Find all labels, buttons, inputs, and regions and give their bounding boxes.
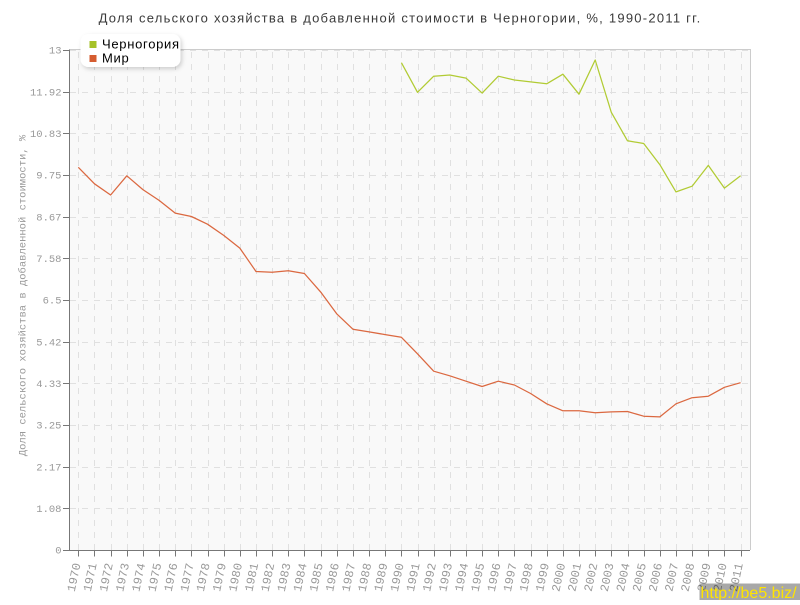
svg-text:7.58: 7.58 [36, 254, 61, 266]
svg-text:0: 0 [55, 546, 61, 558]
svg-text:http://be5.biz/: http://be5.biz/ [701, 585, 798, 600]
svg-text:2.17: 2.17 [36, 462, 61, 474]
svg-text:8.67: 8.67 [36, 212, 61, 224]
svg-text:9.75: 9.75 [36, 171, 61, 183]
svg-text:13: 13 [49, 46, 62, 58]
svg-text:Черногория: Черногория [102, 37, 180, 52]
svg-text:11.92: 11.92 [30, 87, 62, 99]
svg-text:Доля сельского хозяйства в доб: Доля сельского хозяйства в добавленной с… [17, 134, 30, 456]
svg-text:Доля сельского хозяйства в доб: Доля сельского хозяйства в добавленной с… [99, 11, 702, 26]
svg-text:3.25: 3.25 [36, 421, 61, 433]
svg-text:10.83: 10.83 [30, 129, 62, 141]
svg-text:5.42: 5.42 [36, 337, 61, 349]
svg-text:Мир: Мир [102, 51, 129, 66]
svg-text:4.33: 4.33 [36, 379, 61, 391]
svg-text:6.5: 6.5 [43, 296, 62, 308]
svg-text:1.08: 1.08 [36, 504, 61, 516]
